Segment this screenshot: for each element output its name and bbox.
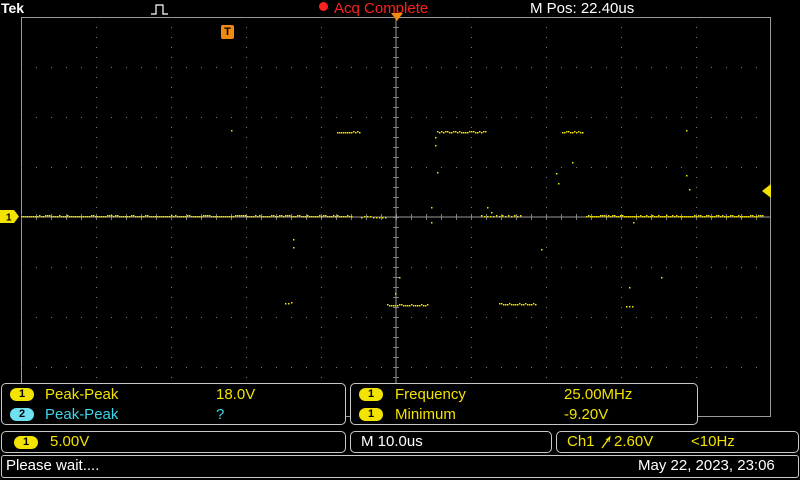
- trigger-position-marker[interactable]: [390, 12, 404, 22]
- time-per-div: M 10.0us: [361, 433, 423, 451]
- ch2-badge: 2: [10, 408, 34, 421]
- measurement-panel-right[interactable]: 1 Frequency 25.00MHz 1 Minimum -9.20V: [350, 383, 698, 425]
- status-bar: Please wait.... May 22, 2023, 23:06: [1, 455, 799, 478]
- measurement-name: Frequency: [395, 386, 466, 404]
- trigger-frequency: <10Hz: [691, 433, 735, 451]
- trigger-type-icon: [150, 2, 170, 16]
- ch1-ground-marker[interactable]: 1: [0, 210, 20, 223]
- ch1-badge: 1: [359, 388, 383, 401]
- graticule: [21, 17, 771, 417]
- timebase-box[interactable]: M 10.0us: [350, 431, 552, 453]
- measurement-panel-left[interactable]: 1 Peak-Peak 18.0V 2 Peak-Peak ?: [1, 383, 346, 425]
- ch1-badge: 1: [359, 408, 383, 421]
- measurement-name: Minimum: [395, 406, 456, 424]
- measurement-name: Peak-Peak: [45, 406, 118, 424]
- brand-label: Tek: [1, 0, 24, 16]
- trigger-settings-box[interactable]: Ch1 2.60V <10Hz: [556, 431, 799, 453]
- measurement-value: -9.20V: [564, 406, 608, 424]
- trigger-level-marker[interactable]: [760, 184, 772, 198]
- ch1-volts-per-div: 5.00V: [50, 433, 89, 451]
- trigger-source: Ch1: [567, 433, 595, 451]
- acquisition-indicator-icon: [319, 2, 328, 11]
- acquisition-status: Acq Complete: [334, 0, 428, 18]
- measurement-value: 25.00MHz: [564, 386, 632, 404]
- status-message: Please wait....: [6, 457, 99, 475]
- ch1-waveform-trace: [21, 130, 764, 308]
- horizontal-position-readout: M Pos: 22.40us: [530, 0, 634, 18]
- ch1-scale-box[interactable]: 1 5.00V: [1, 431, 346, 453]
- trigger-time-marker[interactable]: T: [221, 25, 234, 39]
- trigger-level: 2.60V: [614, 433, 653, 451]
- measurement-value: 18.0V: [216, 386, 255, 404]
- measurement-name: Peak-Peak: [45, 386, 118, 404]
- ch1-badge: 1: [14, 436, 38, 449]
- measurement-value: ?: [216, 406, 224, 424]
- date-time: May 22, 2023, 23:06: [638, 457, 775, 475]
- ch1-marker-label: 1: [6, 213, 12, 224]
- rising-edge-icon: [601, 436, 611, 449]
- ch1-badge: 1: [10, 388, 34, 401]
